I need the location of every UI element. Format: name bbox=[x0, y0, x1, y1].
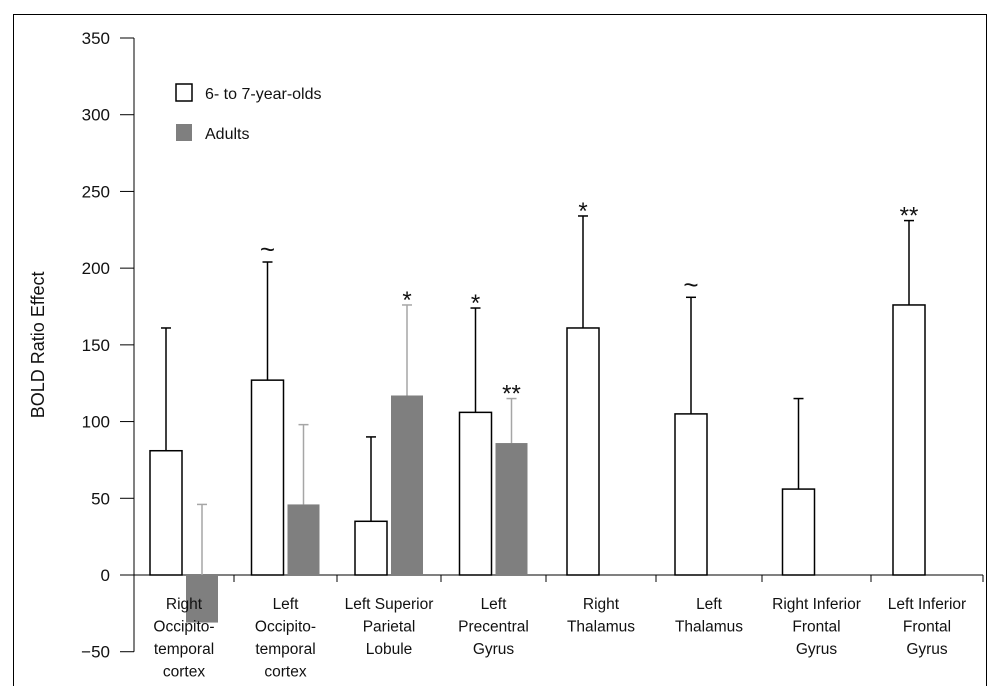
x-tick-label: Right bbox=[166, 596, 203, 613]
x-tick-label: Gyrus bbox=[906, 641, 948, 658]
bar bbox=[495, 443, 528, 575]
bar bbox=[674, 413, 708, 576]
x-tick-label: Precentral bbox=[458, 619, 529, 636]
x-tick-label: Occipito- bbox=[255, 619, 316, 636]
significance-marker: * bbox=[471, 290, 480, 317]
significance-marker: * bbox=[402, 287, 411, 314]
x-tick-label: Right Inferior bbox=[772, 596, 861, 613]
y-tick-label: 0 bbox=[101, 566, 110, 585]
x-tick-label: Left Superior bbox=[345, 596, 434, 613]
y-tick-label: 100 bbox=[82, 413, 110, 432]
bar bbox=[566, 327, 600, 576]
significance-marker: ~ bbox=[260, 234, 275, 264]
x-tick-label: cortex bbox=[264, 664, 306, 681]
x-tick-label: Gyrus bbox=[796, 641, 838, 658]
legend-swatch bbox=[175, 83, 193, 102]
y-axis-label: BOLD Ratio Effect bbox=[28, 271, 48, 418]
x-tick-label: Frontal bbox=[792, 619, 840, 636]
y-tick-label: 300 bbox=[82, 106, 110, 125]
y-tick-label: 250 bbox=[82, 182, 110, 201]
legend-swatch bbox=[176, 124, 192, 141]
x-tick-label: Frontal bbox=[903, 619, 951, 636]
x-tick-label: Right bbox=[583, 596, 620, 613]
bar bbox=[391, 395, 423, 575]
bar bbox=[250, 379, 285, 576]
x-tick-label: Left bbox=[696, 596, 723, 613]
x-tick-label: temporal bbox=[255, 641, 315, 658]
y-tick-label: 50 bbox=[91, 489, 110, 508]
legend-label: 6- to 7-year-olds bbox=[205, 86, 322, 103]
x-tick-label: Thalamus bbox=[675, 619, 743, 636]
significance-marker: * bbox=[578, 198, 587, 225]
x-tick-label: Gyrus bbox=[473, 641, 515, 658]
significance-marker: ** bbox=[502, 381, 521, 408]
bar bbox=[149, 449, 183, 576]
significance-marker: ~ bbox=[683, 269, 698, 299]
bar bbox=[781, 488, 816, 576]
x-tick-label: temporal bbox=[154, 641, 214, 658]
bar bbox=[354, 520, 388, 576]
x-tick-label: Parietal bbox=[363, 619, 416, 636]
x-tick-label: Left bbox=[481, 596, 508, 613]
bar bbox=[458, 411, 493, 576]
y-tick-label: −50 bbox=[81, 643, 110, 662]
x-tick-label: Occipito- bbox=[153, 619, 214, 636]
bar bbox=[186, 575, 218, 623]
legend-label: Adults bbox=[205, 126, 249, 143]
bar bbox=[287, 504, 320, 575]
significance-marker: ** bbox=[900, 203, 919, 230]
y-tick-label: 200 bbox=[82, 259, 110, 278]
bar bbox=[892, 304, 926, 576]
x-tick-label: Lobule bbox=[366, 641, 413, 658]
x-tick-label: Left Inferior bbox=[888, 596, 966, 613]
x-tick-label: Left bbox=[273, 596, 300, 613]
x-tick-label: cortex bbox=[163, 664, 205, 681]
x-tick-label: Thalamus bbox=[567, 619, 635, 636]
y-tick-label: 350 bbox=[82, 29, 110, 48]
y-tick-label: 150 bbox=[82, 336, 110, 355]
